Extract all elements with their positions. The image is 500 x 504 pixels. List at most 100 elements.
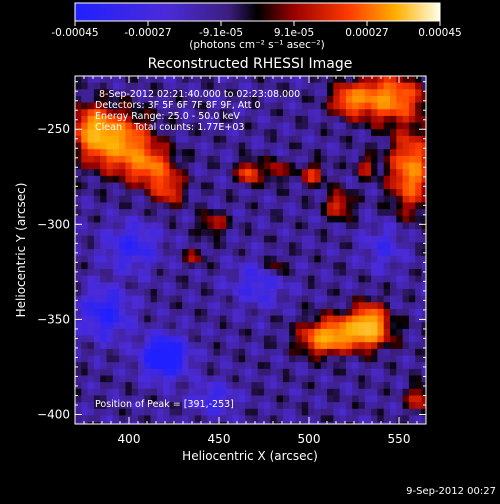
heatmap-cell: [175, 315, 183, 323]
heatmap-cell: [106, 129, 114, 137]
heatmap-cell: [333, 175, 341, 184]
heatmap-cell: [106, 402, 114, 410]
heatmap-cell: [264, 175, 271, 184]
heatmap-cell: [100, 382, 108, 390]
heatmap-cell: [276, 269, 284, 277]
heatmap-cell: [314, 162, 322, 170]
heatmap-cell: [408, 242, 416, 250]
heatmap-cell: [301, 415, 309, 423]
heatmap-cell: [119, 222, 126, 230]
heatmap-cell: [156, 169, 164, 177]
heatmap-cell: [289, 269, 297, 277]
heatmap-cell: [144, 95, 152, 104]
heatmap-cell: [270, 175, 278, 184]
heatmap-cell: [314, 355, 322, 363]
heatmap-cell: [176, 429, 183, 436]
heatmap-cell: [125, 322, 133, 330]
heatmap-cell: [138, 229, 145, 237]
heatmap-cell: [100, 162, 108, 170]
heatmap-cell: [408, 335, 416, 343]
heatmap-cell: [264, 122, 271, 130]
heatmap-cell: [194, 342, 202, 350]
heatmap-cell: [295, 375, 303, 383]
heatmap-cell: [301, 302, 309, 310]
heatmap-cell: [131, 302, 139, 310]
heatmap-cell: [352, 175, 360, 184]
heatmap-cell: [390, 229, 397, 237]
heatmap-cell: [270, 109, 278, 117]
heatmap-cell: [125, 342, 133, 350]
heatmap-cell: [408, 302, 416, 310]
heatmap-cell: [377, 109, 385, 117]
heatmap-cell: [201, 115, 208, 124]
heatmap-cell: [396, 315, 404, 323]
heatmap-cell: [277, 429, 284, 436]
heatmap-cell: [390, 282, 397, 290]
heatmap-cell: [245, 422, 252, 424]
heatmap-cell: [245, 362, 252, 370]
heatmap-cell: [358, 402, 366, 410]
heatmap-cell: [402, 395, 410, 403]
heatmap-cell: [390, 249, 397, 257]
heatmap-cell: [112, 215, 120, 224]
heatmap-cell: [163, 142, 171, 150]
heatmap-cell: [327, 375, 334, 383]
heatmap-cell: [371, 375, 378, 383]
heatmap-cell: [358, 195, 366, 204]
heatmap-cell: [295, 242, 303, 250]
heatmap-cell: [169, 415, 177, 423]
heatmap-cell: [396, 269, 404, 277]
heatmap-cell: [194, 295, 202, 303]
heatmap-cell: [213, 149, 221, 157]
heatmap-cell: [100, 235, 108, 243]
heatmap-cell: [87, 388, 95, 397]
heatmap-cell: [396, 235, 404, 243]
heatmap-cell: [112, 109, 120, 117]
heatmap-cell: [251, 135, 259, 144]
heatmap-cell: [390, 129, 397, 137]
heatmap-cell: [377, 122, 385, 130]
heatmap-cell: [213, 229, 221, 237]
heatmap-cell: [428, 409, 435, 416]
heatmap-cell: [270, 308, 278, 317]
heatmap-cell: [125, 288, 133, 297]
heatmap-cell: [182, 142, 189, 150]
heatmap-cell: [320, 262, 328, 270]
heatmap-cell: [182, 322, 189, 330]
heatmap-cell: [100, 328, 108, 337]
heatmap-cell: [345, 282, 353, 290]
heatmap-cell: [182, 402, 189, 410]
heatmap-cell: [125, 382, 133, 390]
heatmap-cell: [352, 95, 360, 104]
heatmap-cell: [245, 175, 252, 184]
heatmap-cell: [358, 288, 366, 297]
heatmap-cell: [408, 135, 416, 144]
heatmap-cell: [213, 269, 221, 277]
heatmap-cell: [163, 342, 171, 350]
heatmap-cell: [169, 328, 177, 337]
heatmap-cell: [327, 382, 334, 390]
heatmap-cell: [339, 175, 347, 184]
heatmap-cell: [377, 362, 385, 370]
heatmap-cell: [182, 249, 189, 257]
heatmap-cell: [301, 342, 309, 350]
heatmap-cell: [125, 135, 133, 144]
heatmap-cell: [119, 235, 126, 243]
heatmap-cell: [138, 382, 145, 390]
heatmap-cell: [232, 388, 240, 397]
heatmap-cell: [169, 375, 177, 383]
heatmap-cell: [327, 182, 334, 190]
heatmap-cell: [238, 348, 246, 357]
heatmap-cell: [169, 182, 177, 190]
heatmap-cell: [131, 189, 139, 197]
heatmap-cell: [352, 102, 360, 110]
heatmap-cell: [270, 408, 278, 417]
heatmap-cell: [371, 388, 378, 397]
heatmap-cell: [345, 229, 353, 237]
heatmap-cell: [207, 175, 215, 184]
heatmap-cell: [100, 109, 108, 117]
heatmap-cell: [81, 76, 89, 84]
heatmap-cell: [301, 229, 309, 237]
heatmap-cell: [314, 129, 322, 137]
